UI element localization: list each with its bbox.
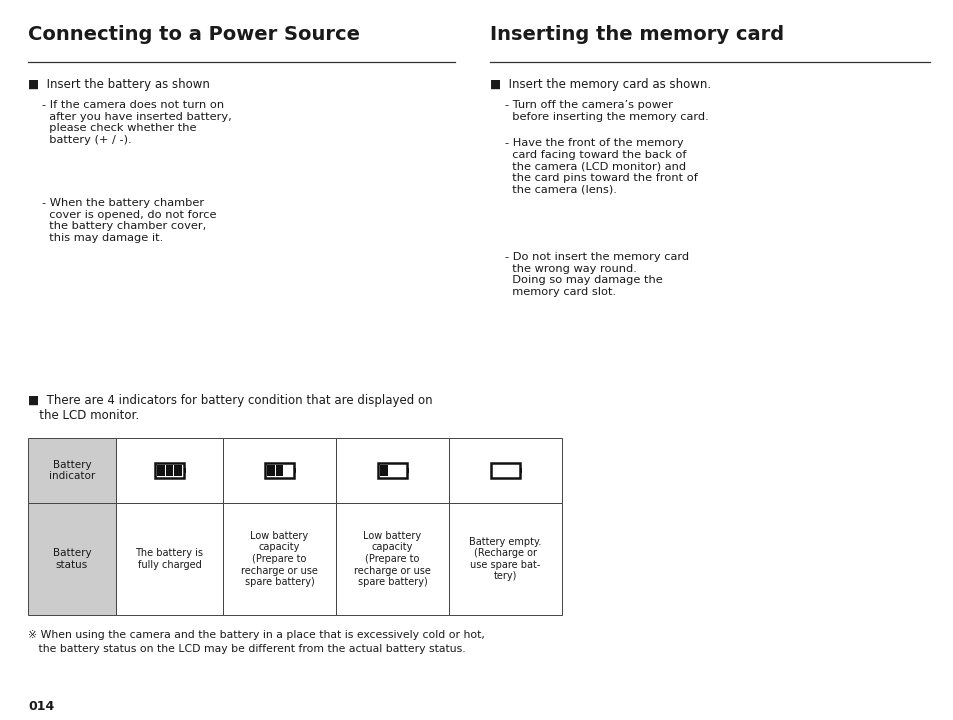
Bar [335, 438, 449, 503]
Text: 014: 014 [28, 700, 54, 713]
Bar [116, 503, 223, 615]
Text: ■  Insert the memory card as shown.: ■ Insert the memory card as shown. [490, 78, 710, 91]
Bar [294, 467, 296, 474]
Text: ※ When using the camera and the battery in a place that is excessively cold or h: ※ When using the camera and the battery … [28, 630, 484, 640]
Bar [491, 463, 519, 478]
Text: Low battery
capacity
(Prepare to
recharge or use
spare battery): Low battery capacity (Prepare to recharg… [241, 531, 317, 588]
Text: ■  Insert the battery as shown: ■ Insert the battery as shown [28, 78, 210, 91]
Bar [174, 465, 182, 476]
Bar [28, 503, 116, 615]
Bar [156, 465, 165, 476]
Bar [379, 465, 387, 476]
Text: Connecting to a Power Source: Connecting to a Power Source [28, 25, 359, 44]
Text: - If the camera does not turn on
  after you have inserted battery,
  please che: - If the camera does not turn on after y… [42, 100, 232, 145]
Bar [407, 467, 409, 474]
Text: ■  There are 4 indicators for battery condition that are displayed on
   the LCD: ■ There are 4 indicators for battery con… [28, 394, 432, 422]
Bar [116, 438, 223, 503]
Bar [265, 463, 294, 478]
Text: The battery is
fully charged: The battery is fully charged [135, 548, 203, 570]
Bar [223, 503, 335, 615]
Text: - Have the front of the memory
  card facing toward the back of
  the camera (LC: - Have the front of the memory card faci… [504, 138, 698, 194]
Text: - Turn off the camera’s power
  before inserting the memory card.: - Turn off the camera’s power before ins… [504, 100, 708, 122]
Text: Battery
indicator: Battery indicator [49, 459, 95, 481]
Text: Inserting the memory card: Inserting the memory card [490, 25, 783, 44]
Bar [275, 465, 283, 476]
Text: the battery status on the LCD may be different from the actual battery status.: the battery status on the LCD may be dif… [28, 644, 465, 654]
Bar [267, 465, 274, 476]
Bar [155, 463, 184, 478]
Bar [223, 438, 335, 503]
Text: Low battery
capacity
(Prepare to
recharge or use
spare battery): Low battery capacity (Prepare to recharg… [354, 531, 431, 588]
Bar [28, 438, 116, 503]
Bar [184, 467, 186, 474]
Bar [377, 463, 407, 478]
Bar [449, 438, 561, 503]
Text: - When the battery chamber
  cover is opened, do not force
  the battery chamber: - When the battery chamber cover is open… [42, 198, 216, 243]
Text: Battery empty.
(Recharge or
use spare bat-
tery): Battery empty. (Recharge or use spare ba… [469, 536, 541, 582]
Text: - Do not insert the memory card
  the wrong way round.
  Doing so may damage the: - Do not insert the memory card the wron… [504, 252, 688, 297]
Bar [519, 467, 521, 474]
Bar [166, 465, 173, 476]
Bar [335, 503, 449, 615]
Text: Battery
status: Battery status [52, 548, 91, 570]
Bar [449, 503, 561, 615]
